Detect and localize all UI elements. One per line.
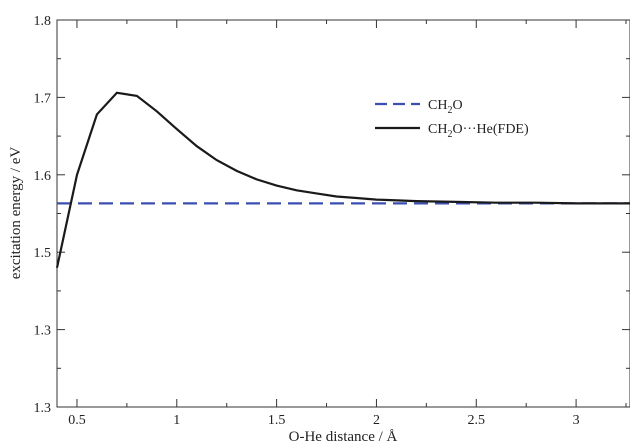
series-ch2o-he-fde-line [55,91,630,268]
x-tick-label: 2.5 [468,413,486,428]
y-tick-label: 1.7 [34,91,52,106]
legend-label: CH2O···He(FDE) [428,122,529,140]
series-layer [55,91,630,268]
y-tick-label: 1.5 [34,246,52,261]
axis-ticks [57,19,630,408]
x-tick-label: 0.5 [68,413,86,428]
x-tick-label: 1 [173,413,180,428]
x-tick-label: 1.5 [268,413,286,428]
tick-labels: 0.5 1 1.5 2 2.5 3 1.3 1.3 1.5 1.6 1.7 1.8 [34,14,580,428]
y-axis-title: excitation energy / eV [8,147,24,280]
y-tick-label: 1.6 [34,169,52,184]
x-axis-title: O-He distance / Å [289,429,398,445]
x-tick-label: 3 [573,413,580,428]
y-tick-label: 1.3 [34,401,52,416]
y-tick-label: 1.3 [34,324,52,339]
plot-area [56,19,630,408]
y-tick-label: 1.8 [34,14,52,29]
legend: CH2O CH2O···He(FDE) [375,98,529,140]
x-tick-label: 2 [373,413,380,428]
legend-label: CH2O [428,98,463,116]
